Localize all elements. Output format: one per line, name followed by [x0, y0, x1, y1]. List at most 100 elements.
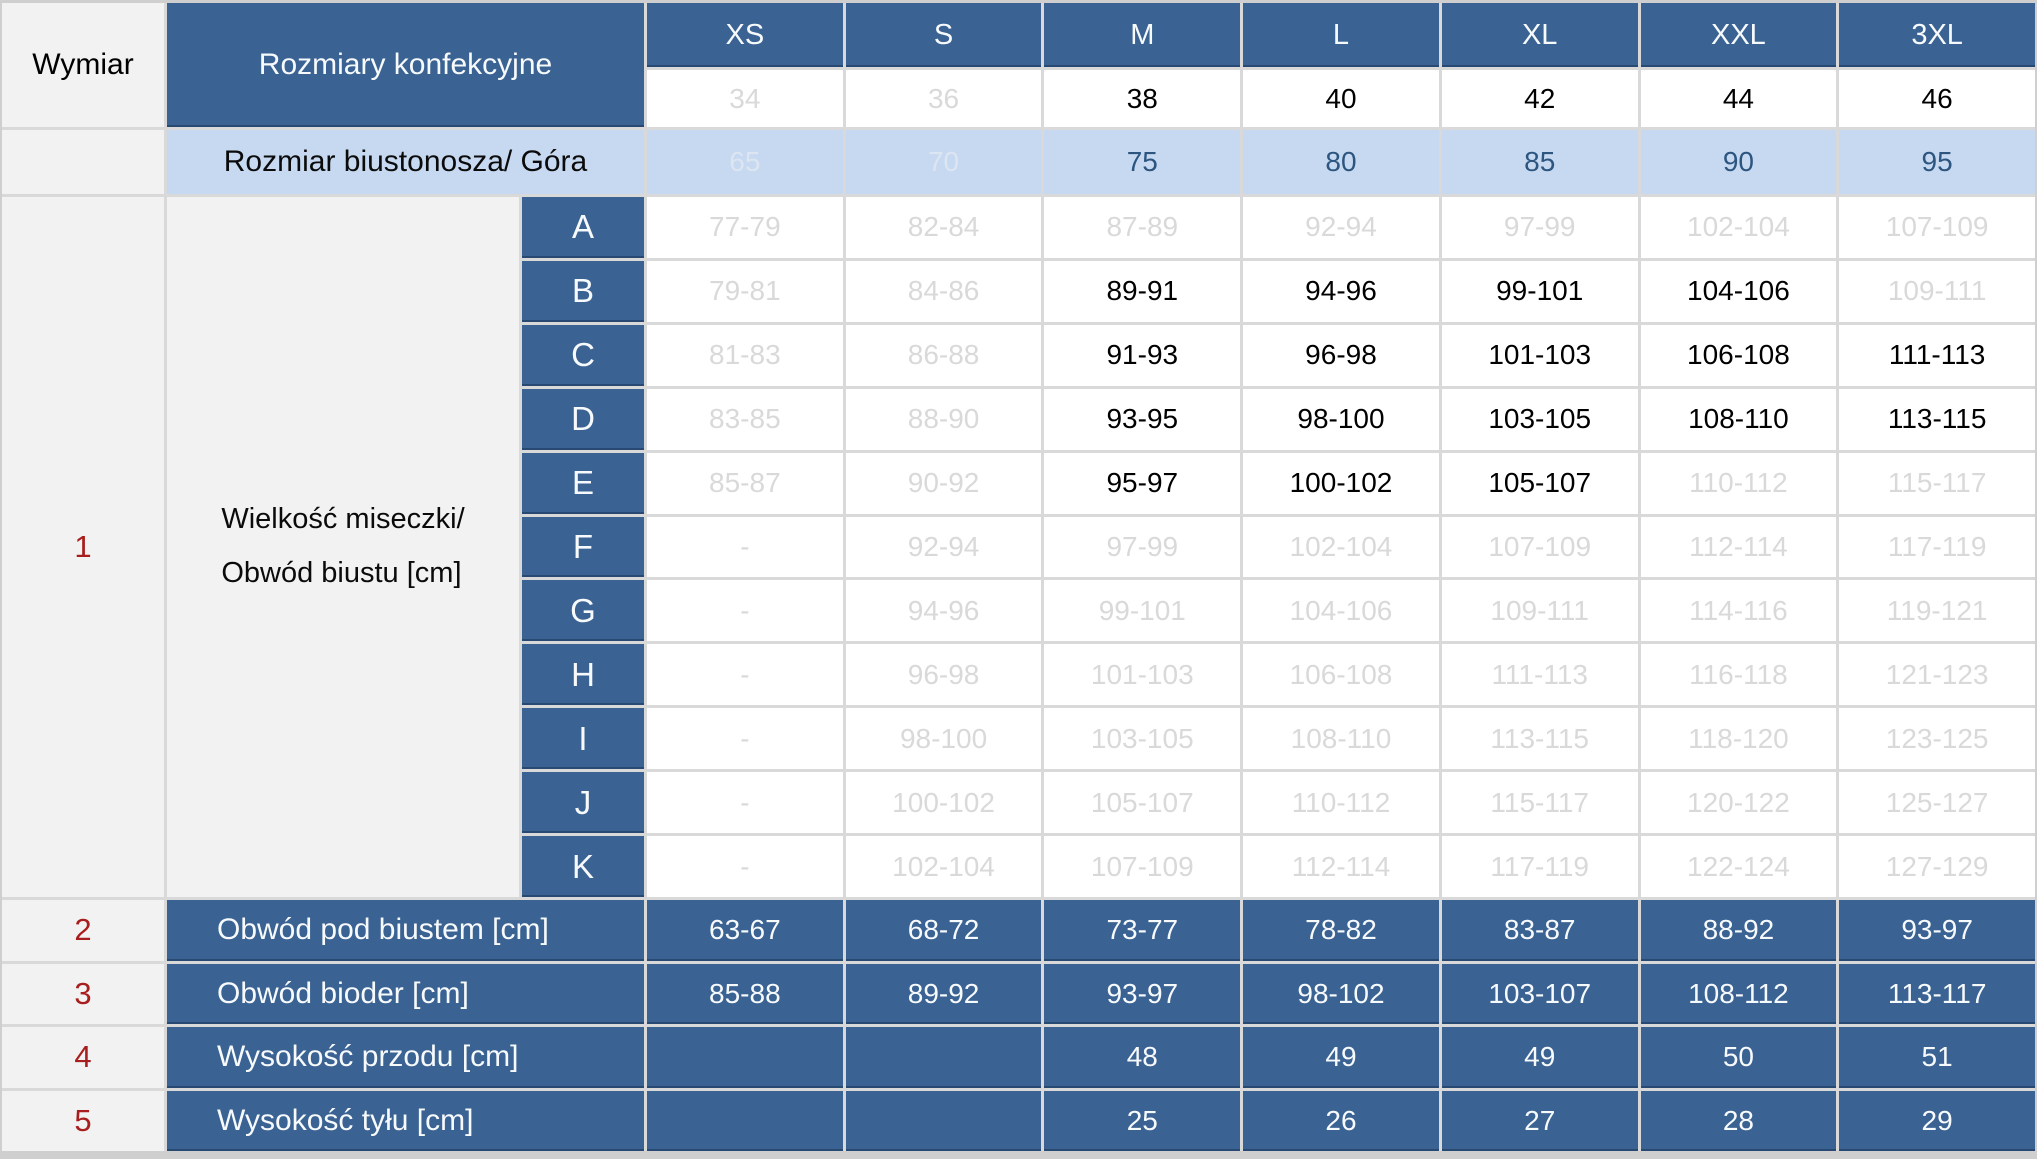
cup-value-cell: 118-120 — [1640, 708, 1837, 770]
measure-value-cell: 73-77 — [1044, 900, 1241, 961]
measure-value-cell: 93-97 — [1839, 900, 2035, 961]
cup-value-cell: 114-116 — [1640, 580, 1837, 642]
cup-value-cell: 85-87 — [647, 452, 843, 514]
bra-size-cell: 90 — [1640, 130, 1837, 194]
bra-size-cell: 85 — [1441, 130, 1638, 194]
cup-value-cell: 117-119 — [1839, 516, 2035, 578]
cup-value-cell: 96-98 — [1243, 324, 1439, 386]
cup-value-cell: - — [647, 836, 843, 897]
measure-value-cell: 113-117 — [1839, 963, 2035, 1024]
cup-value-cell: - — [647, 580, 843, 642]
section-header: Rozmiary konfekcyjne — [167, 3, 644, 127]
measure-value-cell — [647, 1027, 843, 1088]
cup-letter-cell: E — [522, 452, 644, 514]
cup-value-cell: 102-104 — [1640, 197, 1837, 258]
cup-value-cell: 108-110 — [1243, 708, 1439, 770]
cup-value-cell: 102-104 — [1243, 516, 1439, 578]
cup-value-cell: 106-108 — [1243, 644, 1439, 706]
cup-value-cell: 110-112 — [1243, 772, 1439, 834]
corner-label: Wymiar — [2, 3, 164, 127]
size-header-cell: XL — [1441, 3, 1638, 67]
cup-value-cell: 98-100 — [1243, 388, 1439, 450]
measure-value-cell: 93-97 — [1044, 963, 1241, 1024]
cup-value-cell: 94-96 — [1243, 260, 1439, 322]
measure-row-number: 5 — [2, 1090, 164, 1151]
measure-value-cell — [845, 1090, 1042, 1151]
dress-size-cell: 42 — [1441, 70, 1638, 127]
cup-value-cell: 107-109 — [1441, 516, 1638, 578]
cup-value-cell: 100-102 — [845, 772, 1042, 834]
spacer-cell — [2, 130, 164, 194]
cup-value-cell: 90-92 — [845, 452, 1042, 514]
size-header-cell: XS — [647, 3, 843, 67]
cup-value-cell: 105-107 — [1044, 772, 1241, 834]
cup-value-cell: 79-81 — [647, 260, 843, 322]
cup-label-line2: Obwód biustu [cm] — [221, 557, 462, 589]
measure-value-cell: 26 — [1243, 1090, 1439, 1151]
measure-value-cell: 89-92 — [845, 963, 1042, 1024]
cup-value-cell: 102-104 — [845, 836, 1042, 897]
measure-value-cell: 27 — [1441, 1090, 1638, 1151]
cup-value-cell: 104-106 — [1243, 580, 1439, 642]
cup-value-cell: 98-100 — [845, 708, 1042, 770]
cup-value-cell: 105-107 — [1441, 452, 1638, 514]
measure-value-cell: 98-102 — [1243, 963, 1439, 1024]
cup-value-cell: 122-124 — [1640, 836, 1837, 897]
cup-section-label: Wielkość miseczki/ Obwód biustu [cm] — [167, 197, 519, 897]
cup-value-cell: 127-129 — [1839, 836, 2035, 897]
cup-value-cell: 82-84 — [845, 197, 1042, 258]
measure-value-cell: 83-87 — [1441, 900, 1638, 961]
cup-value-cell: 97-99 — [1044, 516, 1241, 578]
measure-value-cell: 48 — [1044, 1027, 1241, 1088]
bra-size-cell: 80 — [1243, 130, 1439, 194]
measure-value-cell: 103-107 — [1441, 963, 1638, 1024]
measure-row-number: 2 — [2, 900, 164, 961]
measure-value-cell: 63-67 — [647, 900, 843, 961]
cup-value-cell: 109-111 — [1839, 260, 2035, 322]
measure-value-cell: 51 — [1839, 1027, 2035, 1088]
cup-letter-cell: F — [522, 516, 644, 578]
cup-section-label-text: Wielkość miseczki/ Obwód biustu [cm] — [221, 493, 464, 600]
cup-letter-cell: D — [522, 388, 644, 450]
measure-value-cell — [647, 1090, 843, 1151]
cup-value-cell: 89-91 — [1044, 260, 1241, 322]
cup-value-cell: 120-122 — [1640, 772, 1837, 834]
measure-value-cell: 28 — [1640, 1090, 1837, 1151]
cup-value-cell: 81-83 — [647, 324, 843, 386]
cup-value-cell: 110-112 — [1640, 452, 1837, 514]
bra-row-label: Rozmiar biustonosza/ Góra — [167, 130, 644, 194]
bra-size-cell: 70 — [845, 130, 1042, 194]
measure-value-cell: 50 — [1640, 1027, 1837, 1088]
dress-size-cell: 44 — [1640, 70, 1837, 127]
cup-value-cell: 111-113 — [1839, 324, 2035, 386]
dress-size-cell: 46 — [1839, 70, 2035, 127]
measure-value-cell: 25 — [1044, 1090, 1241, 1151]
cup-value-cell: 96-98 — [845, 644, 1042, 706]
cup-letter-cell: C — [522, 324, 644, 386]
cup-value-cell: 116-118 — [1640, 644, 1837, 706]
cup-value-cell: 125-127 — [1839, 772, 2035, 834]
measure-row-label: Wysokość tyłu [cm] — [167, 1090, 644, 1151]
measure-row-label: Obwód bioder [cm] — [167, 963, 644, 1024]
cup-value-cell: 117-119 — [1441, 836, 1638, 897]
measure-row-number: 4 — [2, 1027, 164, 1088]
dress-size-cell: 40 — [1243, 70, 1439, 127]
cup-value-cell: 123-125 — [1839, 708, 2035, 770]
cup-value-cell: - — [647, 708, 843, 770]
cup-label-line1: Wielkość miseczki/ — [221, 503, 465, 536]
measure-value-cell: 49 — [1441, 1027, 1638, 1088]
cup-value-cell: 87-89 — [1044, 197, 1241, 258]
measure-value-cell — [845, 1027, 1042, 1088]
measure-value-cell: 68-72 — [845, 900, 1042, 961]
cup-value-cell: 86-88 — [845, 324, 1042, 386]
cup-value-cell: 95-97 — [1044, 452, 1241, 514]
cup-letter-cell: G — [522, 580, 644, 642]
cup-value-cell: 88-90 — [845, 388, 1042, 450]
measure-value-cell: 49 — [1243, 1027, 1439, 1088]
cup-value-cell: 107-109 — [1044, 836, 1241, 897]
measure-value-cell: 108-112 — [1640, 963, 1837, 1024]
cup-value-cell: 106-108 — [1640, 324, 1837, 386]
cup-value-cell: 97-99 — [1441, 197, 1638, 258]
size-chart-grid: Wymiar Rozmiary konfekcyjne Rozmiar bius… — [2, 3, 2035, 1151]
